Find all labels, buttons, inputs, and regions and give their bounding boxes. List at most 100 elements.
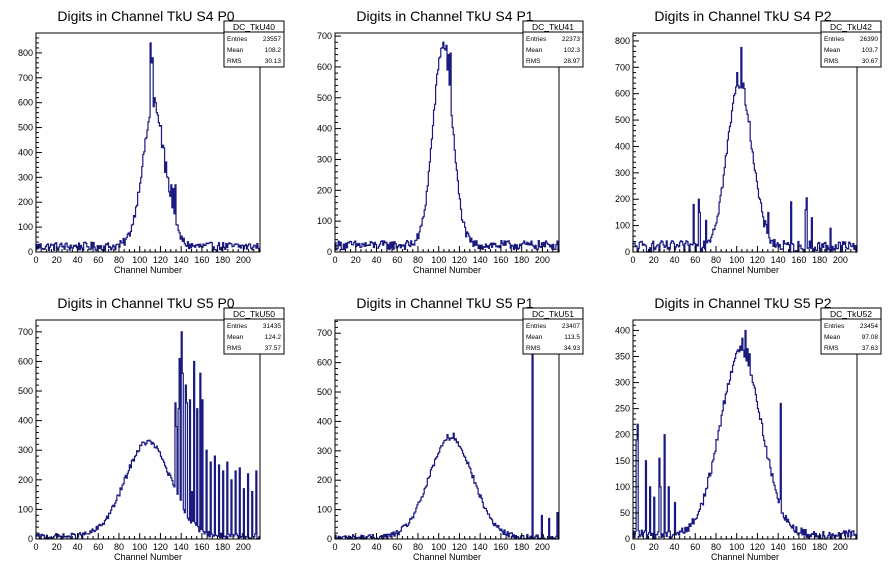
y-tick-label: 800 (615, 36, 630, 46)
x-tick-label: 80 (413, 255, 423, 265)
x-axis-label: Channel Number (413, 552, 481, 562)
plot-frame (334, 319, 560, 540)
stats-box-frame (820, 307, 882, 355)
stats-value: 108.2 (265, 47, 282, 54)
stats-key: Mean (824, 334, 841, 341)
stats-box-name: DC_TkU41 (532, 22, 574, 32)
x-tick-label: 200 (236, 542, 251, 552)
stats-key: Mean (227, 334, 244, 341)
x-tick-label: 40 (669, 542, 679, 552)
y-tick-label: 300 (615, 168, 630, 178)
stats-value: 37.63 (862, 345, 879, 352)
x-tick-label: 120 (750, 255, 765, 265)
y-tick-label: 700 (317, 31, 332, 41)
stats-box-frame (522, 20, 584, 68)
y-tick-label: 200 (615, 430, 630, 440)
y-tick-label: 500 (18, 123, 33, 133)
x-tick-label: 140 (771, 542, 786, 552)
y-tick-label: 700 (615, 62, 630, 72)
stats-box-frame (223, 20, 285, 68)
y-tick-label: 300 (317, 446, 332, 456)
x-tick-label: 120 (750, 542, 765, 552)
chart-title: Digits in Channel TkU S5 P0 (57, 295, 234, 311)
x-axis-label: Channel Number (711, 552, 779, 562)
histogram-panel-0: Digits in Channel TkU S4 P0 0 20 40 60 80 100 1… (18, 8, 285, 275)
chart-title: Digits in Channel TkU S4 P2 (654, 8, 831, 24)
stats-box-name: DC_TkU40 (233, 22, 275, 32)
x-tick-label: 120 (153, 542, 168, 552)
y-tick-label: 200 (18, 197, 33, 207)
stats-value: 22373 (562, 36, 580, 43)
stats-value: 30.67 (862, 58, 879, 65)
x-tick-label: 20 (52, 542, 62, 552)
stats-box-name: DC_TkU52 (830, 309, 872, 319)
plot-frame (35, 319, 261, 540)
y-tick-label: 600 (615, 89, 630, 99)
x-tick-label: 80 (711, 542, 721, 552)
x-tick-label: 120 (153, 255, 168, 265)
x-tick-label: 160 (194, 255, 209, 265)
x-tick-label: 200 (236, 255, 251, 265)
stats-value: 102.3 (564, 47, 581, 54)
stats-key: Mean (526, 334, 543, 341)
y-tick-label: 100 (317, 216, 332, 226)
y-tick-label: 0 (327, 534, 332, 544)
y-tick-label: 0 (625, 534, 630, 544)
stats-value: 26390 (860, 36, 878, 43)
stats-key: Mean (526, 47, 543, 54)
chart-title: Digits in Channel TkU S4 P0 (57, 8, 234, 24)
stats-key: Entries (824, 36, 845, 43)
x-tick-label: 0 (630, 542, 635, 552)
stats-key: Entries (227, 36, 248, 43)
y-tick-label: 400 (317, 416, 332, 426)
x-tick-label: 140 (771, 255, 786, 265)
stats-box-name: DC_TkU50 (233, 309, 275, 319)
stats-key: RMS (824, 58, 839, 65)
y-tick-label: 100 (615, 221, 630, 231)
stats-value: 113.5 (564, 334, 580, 341)
x-tick-label: 40 (371, 255, 381, 265)
x-tick-label: 180 (812, 542, 827, 552)
x-tick-label: 140 (174, 255, 189, 265)
chart-title: Digits in Channel TkU S4 P1 (356, 8, 533, 24)
x-tick-label: 60 (690, 255, 700, 265)
stats-value: 23557 (263, 36, 281, 43)
stats-key: RMS (227, 345, 242, 352)
stats-box: DC_TkU42 Entries 26390 Mean 103.7 RMS 30.67 (820, 20, 882, 68)
stats-box-frame (223, 307, 285, 355)
x-tick-label: 80 (114, 542, 124, 552)
histogram-line (632, 329, 857, 540)
y-tick-label: 350 (615, 352, 630, 362)
stats-box: DC_TkU50 Entries 31435 Mean 124.2 RMS 37.57 (223, 307, 285, 355)
plot-frame (334, 32, 560, 253)
stats-key: RMS (526, 58, 541, 65)
x-tick-label: 80 (711, 255, 721, 265)
y-tick-label: 150 (615, 456, 630, 466)
stats-key: RMS (227, 58, 242, 65)
y-tick-label: 500 (317, 387, 332, 397)
x-tick-label: 100 (132, 255, 147, 265)
x-tick-label: 80 (413, 542, 423, 552)
y-tick-label: 200 (615, 194, 630, 204)
y-tick-label: 300 (317, 154, 332, 164)
x-axis-label: Channel Number (114, 552, 182, 562)
x-axis-label: Channel Number (711, 265, 779, 275)
plot-frame (632, 32, 858, 253)
x-tick-label: 160 (791, 542, 806, 552)
histogram-line (35, 42, 261, 252)
y-tick-label: 300 (18, 172, 33, 182)
y-tick-label: 300 (615, 378, 630, 388)
x-tick-label: 20 (649, 542, 659, 552)
y-tick-label: 700 (18, 327, 33, 337)
stats-value: 37.57 (265, 345, 282, 352)
chart-title: Digits in Channel TkU S5 P2 (654, 295, 831, 311)
y-tick-label: 300 (18, 445, 33, 455)
x-tick-label: 20 (649, 255, 659, 265)
histogram-line (632, 46, 857, 253)
y-tick-label: 400 (317, 124, 332, 134)
x-tick-label: 0 (33, 255, 38, 265)
stats-key: RMS (526, 345, 541, 352)
x-tick-label: 60 (93, 542, 103, 552)
x-axis-label: Channel Number (413, 265, 481, 275)
